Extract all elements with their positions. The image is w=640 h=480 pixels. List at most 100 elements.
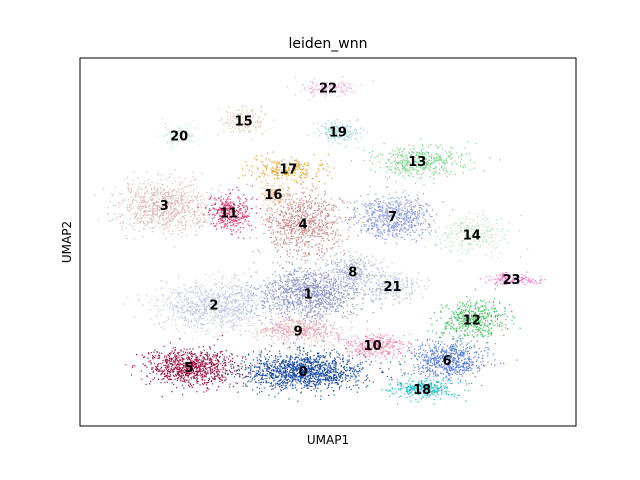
scatter-point xyxy=(266,353,268,355)
scatter-point xyxy=(241,305,243,308)
scatter-point xyxy=(287,299,289,301)
scatter-point xyxy=(323,375,325,377)
scatter-point xyxy=(294,364,296,366)
scatter-point xyxy=(321,250,323,252)
scatter-point xyxy=(331,303,333,305)
scatter-point xyxy=(261,377,263,379)
scatter-point xyxy=(253,316,255,318)
scatter-point xyxy=(288,287,290,290)
scatter-point xyxy=(320,375,322,377)
scatter-point xyxy=(190,199,192,201)
scatter-point xyxy=(229,320,231,322)
scatter-point xyxy=(335,375,338,377)
scatter-point xyxy=(347,375,349,377)
scatter-point xyxy=(171,213,173,215)
scatter-point xyxy=(314,373,316,376)
scatter-point xyxy=(210,302,213,304)
scatter-point xyxy=(315,216,317,219)
scatter-point xyxy=(170,194,173,196)
scatter-point xyxy=(130,192,132,194)
scatter-point xyxy=(302,187,304,189)
scatter-point xyxy=(222,293,224,296)
scatter-point xyxy=(218,314,220,316)
scatter-point xyxy=(269,198,271,200)
scatter-point xyxy=(319,316,321,318)
scatter-point xyxy=(289,195,291,197)
scatter-point xyxy=(268,368,270,370)
scatter-point xyxy=(324,374,326,376)
scatter-point xyxy=(355,292,357,294)
scatter-point xyxy=(268,306,271,308)
scatter-point xyxy=(332,230,334,233)
scatter-point xyxy=(194,179,196,181)
scatter-point xyxy=(341,317,344,319)
scatter-point xyxy=(306,368,308,370)
scatter-point xyxy=(130,208,132,210)
scatter-point xyxy=(218,281,220,283)
scatter-point xyxy=(258,284,260,286)
scatter-point xyxy=(308,383,310,385)
scatter-point xyxy=(320,303,322,305)
scatter-point xyxy=(275,220,277,222)
scatter-point xyxy=(131,203,133,205)
scatter-point xyxy=(185,205,187,207)
scatter-point xyxy=(266,382,268,384)
scatter-point xyxy=(171,319,173,321)
scatter-point xyxy=(300,378,302,380)
scatter-point xyxy=(276,208,279,210)
scatter-point xyxy=(344,297,346,299)
scatter-point xyxy=(325,375,327,377)
scatter-point xyxy=(324,229,326,231)
scatter-point xyxy=(258,373,260,376)
scatter-point xyxy=(271,289,273,291)
scatter-point xyxy=(187,206,189,208)
scatter-point xyxy=(221,309,223,311)
scatter-point xyxy=(144,210,146,212)
scatter-point xyxy=(329,354,331,356)
scatter-point xyxy=(281,246,283,248)
scatter-point xyxy=(304,310,306,312)
scatter-point xyxy=(300,359,302,361)
scatter-point xyxy=(290,229,292,231)
scatter-point xyxy=(162,207,164,209)
scatter-point xyxy=(314,305,317,307)
scatter-point xyxy=(277,370,279,373)
scatter-point xyxy=(227,373,229,375)
scatter-point xyxy=(269,310,271,312)
scatter-point xyxy=(255,307,257,309)
scatter-point xyxy=(314,291,316,293)
scatter-point xyxy=(308,316,310,318)
scatter-point xyxy=(213,297,215,299)
scatter-point xyxy=(177,199,179,202)
scatter-point xyxy=(285,382,287,384)
scatter-point xyxy=(289,374,291,376)
scatter-point xyxy=(322,372,324,374)
scatter-point xyxy=(249,371,251,373)
scatter-point xyxy=(204,313,206,315)
scatter-point xyxy=(195,319,197,321)
scatter-point xyxy=(233,294,235,296)
scatter-point xyxy=(306,187,308,189)
scatter-point xyxy=(306,232,308,234)
scatter-point xyxy=(276,225,278,227)
scatter-point xyxy=(308,296,310,298)
scatter-point xyxy=(163,200,165,202)
scatter-point xyxy=(184,305,186,307)
scatter-point xyxy=(137,177,139,179)
scatter-point xyxy=(274,379,276,381)
scatter-point xyxy=(250,366,252,368)
scatter-point xyxy=(190,312,192,314)
scatter-point xyxy=(156,315,158,317)
scatter-point xyxy=(282,292,284,294)
scatter-point xyxy=(146,214,148,216)
scatter-point xyxy=(170,220,172,222)
scatter-point xyxy=(231,315,233,317)
scatter-point xyxy=(285,316,287,319)
scatter-point xyxy=(203,305,205,307)
scatter-point xyxy=(259,319,262,321)
scatter-point xyxy=(139,210,142,212)
scatter-point xyxy=(313,224,315,226)
scatter-point xyxy=(200,212,202,214)
scatter-point xyxy=(217,306,219,308)
scatter-point xyxy=(300,375,302,377)
